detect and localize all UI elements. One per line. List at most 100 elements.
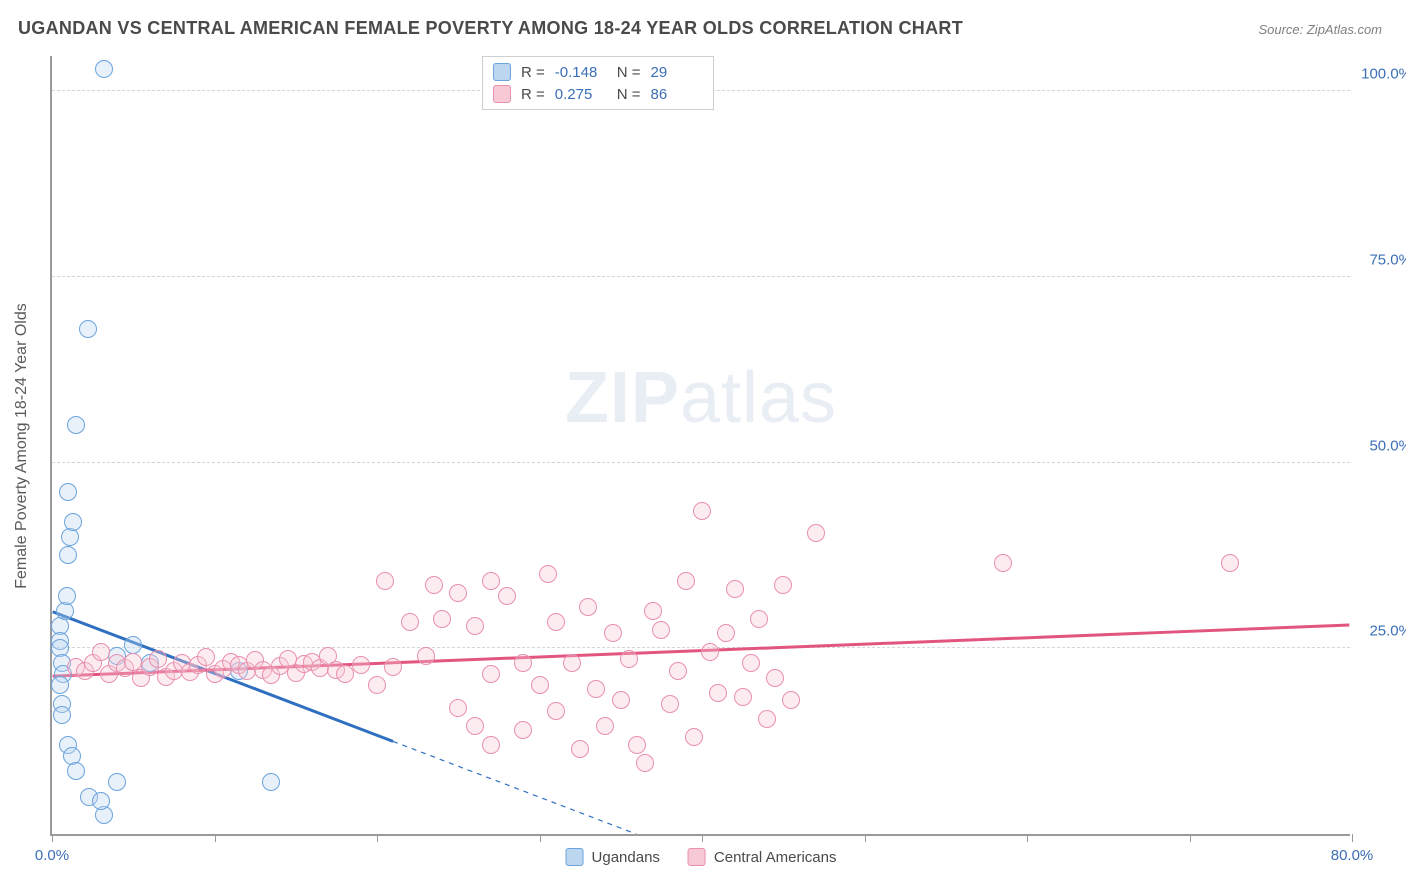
correlation-row: R = 0.275 N = 86 [493, 83, 703, 105]
y-tick-label: 50.0% [1369, 437, 1406, 454]
legend-swatch [566, 848, 584, 866]
data-point [466, 717, 484, 735]
series-legend: UgandansCentral Americans [566, 848, 837, 866]
n-label: N = [617, 86, 641, 103]
data-point [514, 654, 532, 672]
gridline: 75.0% [52, 276, 1350, 277]
correlation-row: R = -0.148 N = 29 [493, 61, 703, 83]
data-point [685, 728, 703, 746]
data-point [766, 669, 784, 687]
data-point [994, 554, 1012, 572]
data-point [612, 691, 630, 709]
data-point [547, 613, 565, 631]
data-point [596, 717, 614, 735]
data-point [677, 572, 695, 590]
data-point [482, 736, 500, 754]
data-point [352, 656, 370, 674]
data-point [124, 653, 142, 671]
data-point [197, 648, 215, 666]
r-value: 0.275 [555, 86, 607, 103]
data-point [726, 580, 744, 598]
x-tick [702, 834, 703, 842]
data-point [661, 695, 679, 713]
data-point [579, 598, 597, 616]
data-point [628, 736, 646, 754]
data-point [563, 654, 581, 672]
data-point [64, 513, 82, 531]
r-value: -0.148 [555, 64, 607, 81]
x-tick-label: 80.0% [1331, 847, 1374, 864]
data-point [95, 60, 113, 78]
data-point [636, 754, 654, 772]
data-point [539, 565, 557, 583]
data-point [644, 602, 662, 620]
y-tick-label: 25.0% [1369, 623, 1406, 640]
data-point [53, 706, 71, 724]
trend-line-extrapolated [393, 741, 636, 834]
data-point [58, 587, 76, 605]
trend-lines [52, 56, 1350, 834]
x-tick [377, 834, 378, 842]
x-tick [215, 834, 216, 842]
data-point [376, 572, 394, 590]
data-point [433, 610, 451, 628]
r-label: R = [521, 64, 545, 81]
data-point [807, 524, 825, 542]
x-tick [1352, 834, 1353, 842]
x-tick [540, 834, 541, 842]
data-point [449, 699, 467, 717]
data-point [734, 688, 752, 706]
x-tick [1027, 834, 1028, 842]
n-label: N = [617, 64, 641, 81]
data-point [758, 710, 776, 728]
data-point [262, 773, 280, 791]
r-label: R = [521, 86, 545, 103]
data-point [774, 576, 792, 594]
data-point [92, 643, 110, 661]
n-value: 86 [651, 86, 703, 103]
data-point [547, 702, 565, 720]
y-axis-title: Female Poverty Among 18-24 Year Olds [13, 303, 31, 589]
x-tick-label: 0.0% [35, 847, 69, 864]
y-tick-label: 75.0% [1369, 251, 1406, 268]
data-point [531, 676, 549, 694]
data-point [67, 416, 85, 434]
legend-swatch [688, 848, 706, 866]
chart-title: UGANDAN VS CENTRAL AMERICAN FEMALE POVER… [18, 18, 963, 39]
data-point [425, 576, 443, 594]
data-point [717, 624, 735, 642]
watermark-bold: ZIP [565, 358, 680, 438]
data-point [67, 762, 85, 780]
data-point [701, 643, 719, 661]
data-point [59, 546, 77, 564]
data-point [782, 691, 800, 709]
data-point [1221, 554, 1239, 572]
correlation-legend: R = -0.148 N = 29 R = 0.275 N = 86 [482, 56, 714, 110]
data-point [384, 658, 402, 676]
data-point [449, 584, 467, 602]
data-point [693, 502, 711, 520]
data-point [587, 680, 605, 698]
x-tick [865, 834, 866, 842]
data-point [401, 613, 419, 631]
data-point [652, 621, 670, 639]
legend-swatch [493, 63, 511, 81]
plot-area: ZIPatlas 25.0%50.0%75.0%100.0% 0.0%80.0%… [50, 56, 1350, 836]
watermark: ZIPatlas [565, 357, 837, 439]
data-point [620, 650, 638, 668]
series-legend-item: Ugandans [566, 848, 660, 866]
data-point [604, 624, 622, 642]
data-point [108, 773, 126, 791]
legend-swatch [493, 85, 511, 103]
data-point [417, 647, 435, 665]
data-point [742, 654, 760, 672]
data-point [368, 676, 386, 694]
x-tick [1190, 834, 1191, 842]
n-value: 29 [651, 64, 703, 81]
source-attribution: Source: ZipAtlas.com [1258, 22, 1382, 37]
data-point [124, 636, 142, 654]
data-point [571, 740, 589, 758]
data-point [51, 676, 69, 694]
data-point [466, 617, 484, 635]
data-point [709, 684, 727, 702]
